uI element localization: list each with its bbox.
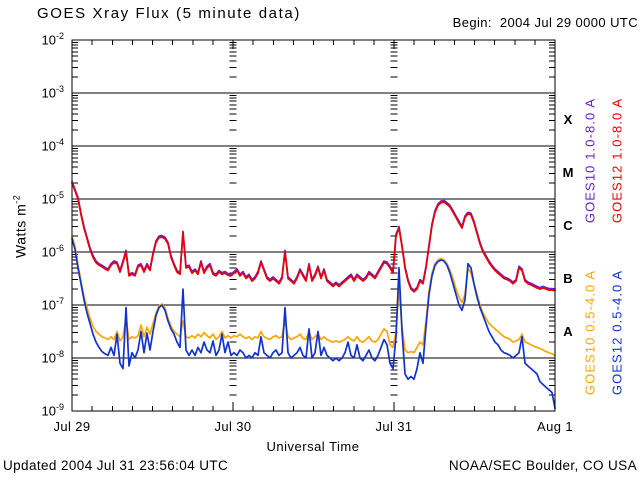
- data-source-credit: NOAA/SEC Boulder, CO USA: [448, 458, 637, 473]
- y-tick-label: 10-2: [41, 31, 64, 48]
- y-tick-label: 10-9: [41, 402, 64, 419]
- series-goes12_short: [71, 237, 556, 410]
- flux-class-X: X: [563, 111, 573, 127]
- y-tick-label: 10-7: [41, 296, 64, 313]
- plot-frame: [71, 39, 556, 412]
- flux-class-B: B: [563, 270, 573, 286]
- series-goes10_short: [71, 235, 556, 357]
- flux-class-C: C: [563, 217, 573, 233]
- flux-class-M: M: [562, 164, 574, 180]
- x-tick-label: Jul 31: [375, 419, 413, 434]
- legend-goes12-0-5-4-0-a: GOES12 0.5-4.0 A: [609, 269, 625, 396]
- series-goes12_long: [71, 182, 556, 293]
- x-tick-label: Jul 29: [53, 419, 91, 434]
- y-tick-label: 10-4: [41, 137, 64, 154]
- y-tick-label: 10-5: [41, 190, 64, 207]
- page-title: GOES Xray Flux (5 minute data): [37, 5, 301, 22]
- legend-goes10-0-5-4-0-a: GOES10 0.5-4.0 A: [582, 269, 598, 396]
- x-axis-title: Universal Time: [266, 439, 360, 454]
- y-axis-title: Watts m-2: [12, 156, 29, 296]
- legend-goes10-1-0-8-0-a: GOES10 1.0-8.0 A: [582, 97, 598, 224]
- x-tick-label: Aug 1: [537, 419, 573, 434]
- flux-class-A: A: [563, 323, 573, 339]
- updated-timestamp: Updated 2004 Jul 31 23:56:04 UTC: [3, 458, 229, 473]
- y-tick-label: 10-8: [41, 349, 64, 366]
- series-goes10_long: [71, 180, 556, 292]
- begin-timestamp: Begin: 2004 Jul 29 0000 UTC: [452, 15, 638, 30]
- y-tick-label: 10-6: [41, 243, 64, 260]
- legend-goes12-1-0-8-0-a: GOES12 1.0-8.0 A: [609, 97, 625, 224]
- y-tick-label: 10-3: [41, 84, 64, 101]
- x-tick-label: Jul 30: [214, 419, 252, 434]
